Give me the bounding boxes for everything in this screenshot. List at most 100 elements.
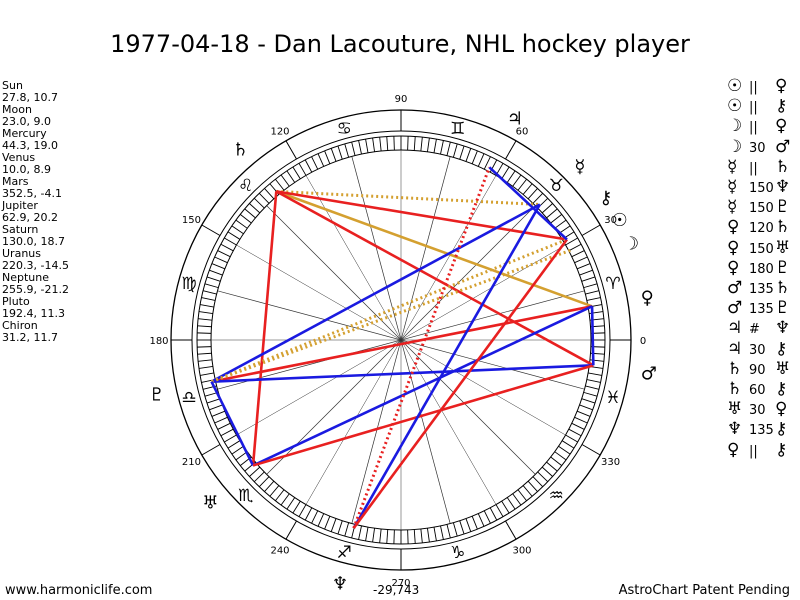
- degree-tick: [198, 365, 213, 369]
- aspect-planet-2: ⚷: [775, 96, 788, 117]
- footer-credit: AstroChart Patent Pending: [618, 583, 790, 598]
- aspect-row: ♃ 30 ⚷: [727, 339, 799, 360]
- aspect-planet-2: ♄: [775, 156, 791, 177]
- degree-tick: [579, 269, 593, 276]
- degree-tick: [512, 493, 522, 506]
- axis-spoke: [236, 244, 566, 436]
- degree-tick: [501, 500, 510, 514]
- degree-tick: [206, 398, 221, 404]
- aspect-line: [251, 191, 278, 466]
- degree-tick: [292, 166, 301, 180]
- degree-tick: [550, 214, 563, 224]
- degree-tick: [264, 480, 275, 492]
- degree-tick: [209, 269, 223, 276]
- aspect-planet-2: ⚷: [775, 419, 788, 440]
- degree-tick: [235, 219, 248, 229]
- aspect-line: [352, 166, 491, 529]
- aspect-planet-1: ♂: [727, 298, 743, 319]
- degree-tick: [576, 410, 591, 417]
- aspect-row: ♀ 120 ♄: [727, 218, 799, 238]
- degree-label: 180: [149, 336, 168, 347]
- zodiac-signs: ♈ ♉ ♊ ♋ ♌ ♍ ♎ ♏ ♐ ♑ ♒ ♓: [181, 119, 620, 563]
- degree-tick: [586, 297, 601, 301]
- aspect-symbol: 150: [749, 181, 774, 197]
- aspect-planet-1: ☽: [727, 116, 743, 137]
- aspect-symbol: 150: [749, 241, 774, 257]
- degree-tick: [568, 243, 582, 252]
- degree-tick: [501, 166, 510, 180]
- degree-tick: [197, 325, 212, 328]
- aspect-row: ♂ 135 ♄: [727, 278, 799, 299]
- degree-tick: [217, 250, 231, 258]
- planet-glyph: ☉: [612, 210, 628, 231]
- zodiac-sign-3: ♋: [337, 119, 352, 139]
- aspect-planet-1: ♀: [727, 217, 740, 238]
- aspect-line: [210, 203, 541, 383]
- chart-title: 1977-04-18 - Dan Lacouture, NHL hockey p…: [110, 30, 690, 58]
- degree-tick: [249, 466, 261, 477]
- degree-tick: [413, 136, 416, 151]
- degree-tick: [537, 471, 549, 483]
- degree-tick: [477, 513, 485, 527]
- aspect-row: ♅ 30 ♀: [727, 400, 799, 420]
- aspect-row: ♀ 150 ♅: [727, 238, 799, 259]
- degree-label: 30: [604, 215, 617, 226]
- degree-tick: [583, 391, 598, 397]
- zodiac-sign-6: ♎: [181, 388, 196, 408]
- planet-glyph: ♆: [332, 573, 348, 594]
- degree-tick: [471, 515, 478, 530]
- degree-tick: [344, 522, 350, 537]
- degree-tick: [365, 139, 369, 153]
- aspect-symbol: 30: [749, 342, 766, 358]
- degree-tick: [440, 140, 444, 155]
- aspect-symbol: #: [749, 322, 760, 338]
- degree-tick: [324, 150, 331, 165]
- degree-tick: [235, 451, 248, 461]
- aspect-symbol: 60: [749, 383, 766, 399]
- aspect-line: [211, 248, 574, 384]
- degree-tick: [571, 250, 585, 258]
- degree-tick: [220, 243, 234, 252]
- zodiac-sign-0: ♈: [605, 274, 620, 294]
- degree-tick: [351, 141, 356, 156]
- planet-coords: 62.9, 20.2: [2, 211, 58, 224]
- aspect-planet-2: ⚷: [775, 379, 788, 400]
- degree-tick: [541, 466, 553, 477]
- sign-boundary: [285, 520, 297, 540]
- planet-coords: 352.5, -4.1: [2, 187, 62, 200]
- degree-tick: [200, 372, 214, 376]
- aspect-planet-1: ☿: [727, 197, 738, 218]
- planet-name: Venus: [2, 151, 36, 164]
- aspect-planet-2: ♇: [775, 298, 791, 319]
- degree-label: 300: [512, 546, 531, 557]
- degree-tick: [550, 456, 563, 466]
- zodiac-sign-7: ♏: [238, 486, 253, 506]
- aspect-planet-2: ♄: [775, 278, 791, 299]
- degree-tick: [280, 174, 290, 187]
- degree-tick: [446, 524, 451, 539]
- degree-tick: [583, 283, 598, 289]
- degree-tick: [483, 156, 491, 170]
- aspect-planet-1: ☿: [727, 177, 738, 198]
- degree-tick: [286, 170, 296, 183]
- aspect-planet-1: ☽: [727, 136, 743, 157]
- aspect-row: ☽ || ♀: [727, 117, 799, 137]
- sign-boundary: [201, 224, 221, 236]
- aspect-planet-1: ♃: [727, 318, 743, 339]
- degree-tick: [581, 276, 596, 282]
- degree-tick: [588, 372, 602, 376]
- zodiac-sign-10: ♒: [549, 486, 564, 506]
- degree-tick: [198, 311, 213, 315]
- degree-tick: [209, 404, 223, 411]
- degree-tick: [298, 504, 307, 517]
- degree-label: 240: [270, 546, 289, 557]
- planet-glyph: ♄: [232, 139, 248, 160]
- planet-coords: 220.3, -14.5: [2, 259, 69, 272]
- degree-tick: [311, 510, 319, 524]
- degree-tick: [317, 153, 325, 167]
- planet-glyph: ☿: [574, 156, 585, 177]
- degree-tick: [522, 485, 533, 497]
- aspect-planet-1: ♀: [727, 257, 740, 278]
- planet-coords: 10.0, 8.9: [2, 163, 51, 176]
- degree-tick: [386, 529, 389, 544]
